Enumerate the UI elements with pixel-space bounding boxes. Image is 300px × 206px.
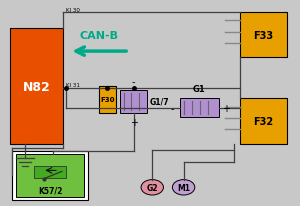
FancyBboxPatch shape bbox=[99, 87, 116, 113]
Text: F32: F32 bbox=[254, 116, 274, 126]
Text: K57/2: K57/2 bbox=[38, 186, 62, 195]
FancyBboxPatch shape bbox=[180, 99, 219, 117]
FancyBboxPatch shape bbox=[34, 166, 66, 178]
Text: +: + bbox=[222, 103, 230, 113]
Text: G1/7: G1/7 bbox=[150, 97, 170, 107]
FancyBboxPatch shape bbox=[240, 13, 287, 58]
FancyBboxPatch shape bbox=[120, 91, 147, 113]
Text: KI 30: KI 30 bbox=[66, 8, 80, 13]
FancyBboxPatch shape bbox=[240, 99, 287, 144]
Text: N82: N82 bbox=[23, 80, 50, 93]
Text: F33: F33 bbox=[254, 30, 274, 40]
Text: F30: F30 bbox=[100, 97, 115, 103]
Text: -: - bbox=[132, 77, 135, 87]
Circle shape bbox=[172, 180, 195, 195]
FancyBboxPatch shape bbox=[12, 152, 88, 200]
Text: M1: M1 bbox=[177, 183, 190, 192]
Text: CAN-B: CAN-B bbox=[80, 31, 119, 41]
Text: -: - bbox=[171, 103, 174, 113]
Text: +: + bbox=[130, 117, 138, 127]
FancyBboxPatch shape bbox=[16, 154, 84, 197]
FancyBboxPatch shape bbox=[10, 29, 63, 144]
Text: G1: G1 bbox=[193, 85, 206, 94]
Text: G2: G2 bbox=[146, 183, 158, 192]
Text: KI 31: KI 31 bbox=[66, 83, 80, 88]
Circle shape bbox=[141, 180, 164, 195]
